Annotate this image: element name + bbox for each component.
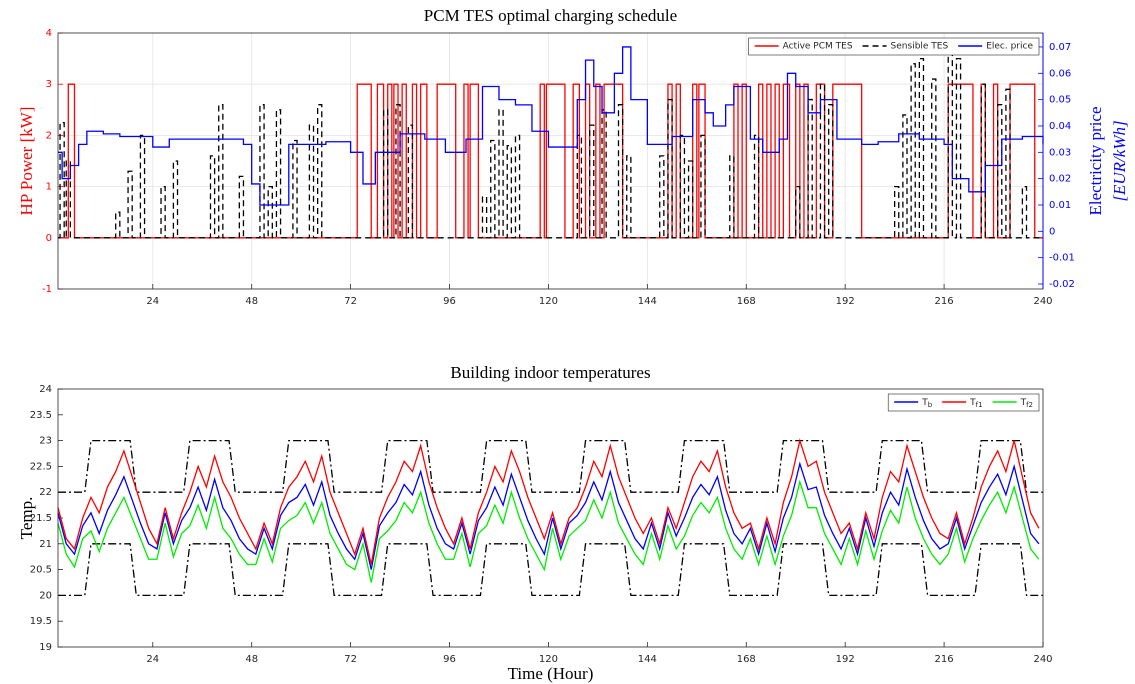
y-tick-label: 22.5 [30,461,52,472]
y2-tick-label: 0.05 [1049,95,1071,106]
series-line [58,439,1043,493]
x-tick-label: 24 [146,654,159,665]
x-tick-label: 144 [638,654,657,665]
y-tick-label: 3 [46,79,52,90]
legend-box [748,37,1040,56]
x-axis-label: Time (Hour) [508,664,594,683]
y2-axis-label: Electricity price [1086,106,1105,215]
y-tick-label: 1 [46,182,52,193]
y2-tick-label: 0.06 [1049,68,1071,79]
legend-label: Tb [921,398,933,410]
x-tick-label: 120 [539,296,558,307]
y2-tick-label: -0.02 [1049,279,1075,290]
y-tick-label: 19.5 [30,616,52,627]
y-tick-label: -1 [42,284,52,295]
x-tick-label: 216 [935,654,954,665]
y-tick-label: 20 [39,590,52,601]
y-axis-label: Temp. [17,497,36,540]
x-tick-label: 120 [539,654,558,665]
x-tick-label: 216 [935,296,954,307]
y-tick-label: 23.5 [30,410,52,421]
y-tick-label: 23 [39,436,52,447]
legend-label: Sensible TES [891,42,949,52]
y-tick-label: 22 [39,487,52,498]
legend-label: Active PCM TES [783,42,853,52]
chart-title: Building indoor temperatures [450,363,650,382]
x-tick-label: 240 [1033,654,1052,665]
legend-label: Tf2 [1020,398,1033,410]
x-tick-label: 240 [1033,296,1052,307]
y2-tick-label: -0.01 [1049,253,1075,264]
y2-tick-label: 0.03 [1049,147,1071,158]
y2-tick-label: 0 [1049,226,1055,237]
y-tick-label: 24 [39,384,52,395]
x-tick-label: 168 [737,654,756,665]
x-tick-label: 24 [146,296,159,307]
x-tick-label: 144 [638,296,657,307]
x-tick-label: 192 [836,654,855,665]
y2-tick-label: 0.04 [1049,121,1071,132]
x-tick-label: 72 [344,296,357,307]
y-tick-label: 19 [39,642,52,653]
y-tick-label: 21.5 [30,513,52,524]
y2-tick-label: 0.01 [1049,200,1071,211]
plot-frame [57,388,1044,648]
series-line [58,52,1043,239]
x-tick-label: 192 [836,296,855,307]
y-tick-label: 0 [46,233,52,244]
plot-area [58,33,1043,289]
legend: Tb Tf1 Tf2 [887,393,1040,412]
legend-label: Tf1 [969,398,982,410]
chart-title: PCM TES optimal charging schedule [424,6,677,25]
y-tick-label: 2 [46,130,52,141]
y-tick-label: 4 [46,28,52,39]
legend: Active PCM TES Sensible TES Elec. price [748,37,1040,56]
x-tick-label: 72 [344,654,357,665]
series-line [58,83,1043,239]
y-tick-label: 21 [39,539,52,550]
y2-axis-label: [EUR/kWh] [1110,120,1129,201]
legend-label: Elec. price [986,42,1033,52]
y2-tick-label: 0.07 [1049,42,1071,53]
y-tick-label: 20.5 [30,565,52,576]
x-tick-label: 48 [245,654,258,665]
x-tick-label: 96 [443,296,456,307]
x-tick-label: 168 [737,296,756,307]
x-tick-label: 48 [245,296,258,307]
series-line [58,543,1043,597]
y2-tick-label: 0.02 [1049,174,1071,185]
y-axis-label: HP Power [kW] [17,107,36,216]
x-tick-label: 96 [443,654,456,665]
series-line [58,46,1044,206]
series-line [57,461,1040,570]
series-line [57,438,1040,565]
series-line [57,479,1040,583]
